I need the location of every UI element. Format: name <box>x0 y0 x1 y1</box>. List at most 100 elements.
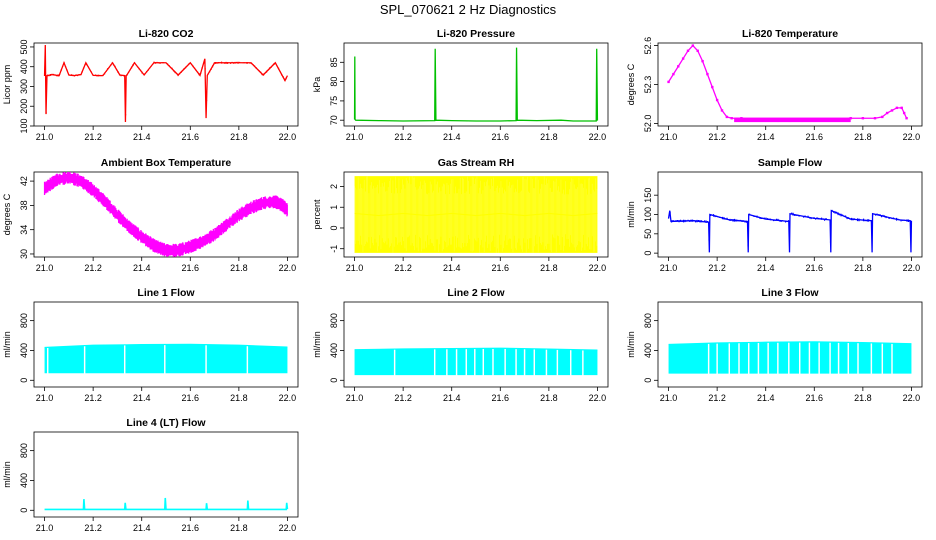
y-tick-label: 100 <box>643 207 653 222</box>
data-band <box>810 341 819 374</box>
data-band <box>872 342 882 374</box>
data-band <box>457 348 466 376</box>
y-tick-label: 0 <box>19 378 29 383</box>
y-tick-label: 150 <box>643 188 653 203</box>
x-tick-label: 21.0 <box>36 132 54 142</box>
y-tick-label: 30 <box>19 249 29 259</box>
data-band <box>571 349 583 376</box>
data-band <box>730 342 739 374</box>
x-tick-label: 21.2 <box>84 263 102 273</box>
y-tick-label: -1 <box>329 245 339 253</box>
x-tick-label: 21.2 <box>708 132 726 142</box>
panel-title: Ambient Box Temperature <box>101 157 232 169</box>
y-tick-label: 0 <box>643 251 653 256</box>
y-tick-label: 2 <box>329 184 339 189</box>
plot-frame <box>33 431 299 518</box>
panel-line3: Line 3 Flow 21.0 21.2 21.4 21.6 21.8 22.0 0 400 8… <box>626 287 923 403</box>
y-tick-label: 400 <box>19 343 29 358</box>
y-axis-label: ml/min <box>2 331 12 358</box>
panel-pressure: Li-820 Pressure 21.0 21.2 21.4 21.6 21.8 22.0 7… <box>312 28 609 142</box>
panel-title: Li-820 CO2 <box>139 28 194 40</box>
data-band <box>535 348 546 376</box>
y-tick-label: 0 <box>19 508 29 513</box>
x-tick-label: 21.8 <box>230 523 248 533</box>
y-tick-label: 70 <box>329 115 339 125</box>
y-tick-label: 80 <box>329 77 339 87</box>
y-tick-label: 75 <box>329 96 339 106</box>
x-tick-label: 21.4 <box>757 263 775 273</box>
data-band <box>525 348 534 376</box>
x-tick-label: 21.4 <box>443 263 461 273</box>
y-tick-label: 800 <box>19 443 29 458</box>
data-band <box>85 344 124 374</box>
y-tick-label: 800 <box>329 313 339 328</box>
plot-area <box>44 497 289 511</box>
data-band <box>768 342 778 374</box>
x-tick-label: 21.2 <box>708 263 726 273</box>
x-tick-label: 21.0 <box>660 263 678 273</box>
y-tick-label: 52.3 <box>643 76 653 94</box>
x-tick-label: 21.0 <box>660 393 678 403</box>
x-tick-label: 21.6 <box>182 132 200 142</box>
panel-line4: Line 4 (LT) Flow 21.0 21.2 21.4 21.6 21.8 22.0… <box>2 417 299 533</box>
panel-title: Sample Flow <box>758 157 823 169</box>
x-tick-label: 21.0 <box>346 263 364 273</box>
data-band <box>493 348 505 376</box>
x-tick-label: 21.8 <box>230 132 248 142</box>
y-axis-label: degrees C <box>2 193 12 235</box>
y-tick-label: 85 <box>329 57 339 67</box>
y-tick-label: 34 <box>19 225 29 235</box>
x-tick-label: 21.6 <box>182 393 200 403</box>
plot-frame <box>343 171 609 258</box>
series-line <box>44 497 289 511</box>
y-tick-label: 52.6 <box>643 37 653 55</box>
y-tick-label: 200 <box>19 99 29 114</box>
series-line <box>44 343 288 349</box>
data-band <box>739 342 748 374</box>
data-band <box>717 342 729 374</box>
y-axis-label: ml/min <box>312 331 322 358</box>
data-band <box>467 348 475 376</box>
x-tick-label: 21.6 <box>182 523 200 533</box>
plot-frame <box>657 301 923 388</box>
x-tick-label: 22.0 <box>589 132 607 142</box>
data-band <box>125 344 165 374</box>
plot-area <box>44 343 288 374</box>
series-noise <box>43 172 288 257</box>
x-tick-label: 22.0 <box>589 263 607 273</box>
x-tick-label: 21.0 <box>36 393 54 403</box>
data-band <box>206 344 247 374</box>
x-tick-label: 21.2 <box>84 393 102 403</box>
x-tick-label: 21.0 <box>346 393 364 403</box>
data-band <box>165 344 206 374</box>
x-tick-label: 22.0 <box>903 132 921 142</box>
y-tick-label: 100 <box>19 118 29 133</box>
x-tick-label: 21.4 <box>133 132 151 142</box>
data-band <box>484 348 493 376</box>
plot-area <box>667 44 908 123</box>
plot-frame <box>343 42 609 127</box>
x-tick-label: 21.8 <box>854 263 872 273</box>
y-tick-label: 38 <box>19 200 29 210</box>
y-axis-label: ml/min <box>626 201 636 228</box>
x-tick-label: 21.2 <box>394 393 412 403</box>
data-plateau <box>734 117 851 123</box>
plot-area <box>43 172 288 257</box>
data-band <box>839 342 848 374</box>
data-band <box>435 348 447 376</box>
y-axis-label: percent <box>312 199 322 230</box>
y-tick-label: 400 <box>19 473 29 488</box>
y-tick-label: 0 <box>329 225 339 230</box>
panel-title: Li-820 Pressure <box>437 28 515 40</box>
plot-area <box>353 47 599 122</box>
series-line <box>44 176 288 251</box>
data-band <box>354 349 394 376</box>
x-tick-label: 21.4 <box>443 393 461 403</box>
data-band <box>44 347 47 374</box>
x-tick-label: 21.8 <box>854 393 872 403</box>
data-band <box>475 348 483 376</box>
x-tick-label: 21.2 <box>84 132 102 142</box>
plot-area <box>354 176 598 253</box>
y-tick-label: 50 <box>643 229 653 239</box>
